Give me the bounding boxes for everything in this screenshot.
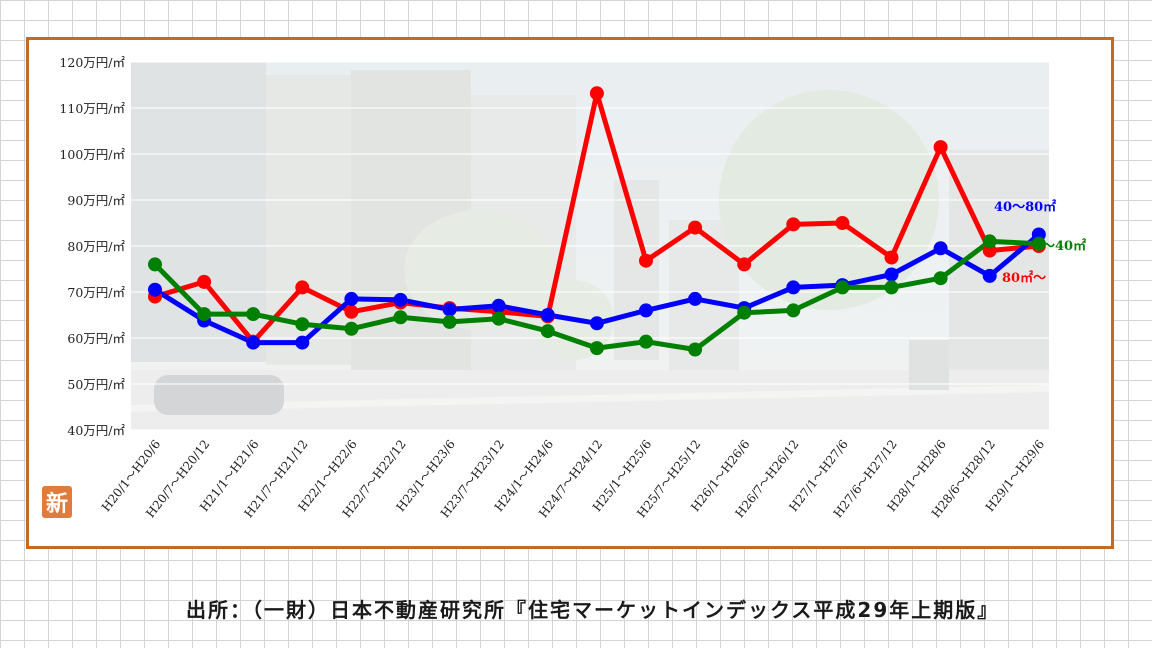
- series-legend-labels: 40～80㎡ ～40㎡ 80㎡～: [994, 199, 1086, 286]
- data-point: [639, 303, 653, 318]
- data-point: [295, 317, 310, 332]
- source-note: 出所：（一財）日本不動産研究所『住宅マーケットインデックス平成29年上期版』: [186, 598, 1000, 622]
- chart-frame: 40万円/㎡ 50万円/㎡ 60万円/㎡ 70万円/㎡ 80万円/㎡ 90万円/㎡ 100万…: [26, 37, 1114, 549]
- data-point: [491, 298, 506, 313]
- new-badge: 新: [42, 486, 72, 518]
- series-label: 80㎡～: [1002, 270, 1046, 286]
- data-point: [786, 217, 801, 232]
- data-point: [344, 304, 359, 319]
- data-point: [933, 241, 948, 256]
- data-point: [786, 303, 801, 318]
- data-point: [884, 250, 899, 265]
- data-point: [197, 274, 212, 289]
- series-points: [148, 86, 1046, 357]
- y-axis-tick-labels: 40万円/㎡ 50万円/㎡ 60万円/㎡ 70万円/㎡ 80万円/㎡ 90万円/㎡ 100万…: [59, 55, 125, 438]
- y-tick-label: 100万円/㎡: [59, 147, 125, 162]
- x-axis-tick-labels: H20/1～H20/6H20/7～H20/12H21/1～H21/6H21/7～…: [99, 437, 1047, 520]
- data-point: [933, 271, 948, 286]
- line-chart: 40万円/㎡ 50万円/㎡ 60万円/㎡ 70万円/㎡ 80万円/㎡ 90万円/㎡ 100万…: [42, 55, 1086, 520]
- data-point: [295, 335, 310, 350]
- data-point: [589, 86, 604, 101]
- data-point: [393, 292, 408, 307]
- y-tick-label: 80万円/㎡: [67, 239, 125, 254]
- y-tick-label: 70万円/㎡: [67, 285, 125, 300]
- data-point: [295, 280, 310, 295]
- data-point: [688, 291, 703, 306]
- data-point: [246, 307, 261, 322]
- data-point: [688, 342, 703, 357]
- y-tick-label: 110万円/㎡: [59, 101, 125, 116]
- data-point: [737, 257, 752, 272]
- data-point: [835, 216, 850, 230]
- data-point: [639, 334, 653, 349]
- series-label: ～40㎡: [1042, 238, 1086, 254]
- y-tick-label: 40万円/㎡: [67, 423, 125, 438]
- data-point: [933, 140, 948, 155]
- data-point: [148, 282, 162, 297]
- data-point: [982, 268, 997, 283]
- data-point: [688, 220, 703, 235]
- data-point: [246, 335, 261, 350]
- data-point: [442, 314, 457, 329]
- data-point: [344, 321, 359, 336]
- y-tick-label: 60万円/㎡: [67, 331, 125, 346]
- data-point: [786, 280, 801, 295]
- data-point: [884, 280, 899, 295]
- y-tick-label: 90万円/㎡: [67, 193, 125, 208]
- data-point: [540, 324, 555, 339]
- series-label: 40～80㎡: [994, 199, 1056, 215]
- data-point: [148, 257, 162, 272]
- data-point: [884, 267, 899, 282]
- data-point: [589, 316, 604, 331]
- data-point: [393, 310, 408, 325]
- data-point: [737, 305, 752, 320]
- new-badge-text: 新: [46, 491, 68, 517]
- gridlines: [131, 61, 1049, 431]
- data-point: [639, 253, 653, 268]
- data-point: [1031, 236, 1046, 251]
- data-point: [491, 311, 506, 326]
- data-point: [589, 341, 604, 356]
- data-point: [835, 280, 850, 295]
- data-point: [344, 291, 359, 306]
- data-point: [442, 302, 457, 317]
- data-point: [540, 308, 555, 322]
- data-point: [197, 307, 212, 322]
- y-tick-label: 50万円/㎡: [67, 377, 125, 392]
- y-tick-label: 120万円/㎡: [59, 55, 125, 70]
- data-point: [982, 234, 997, 249]
